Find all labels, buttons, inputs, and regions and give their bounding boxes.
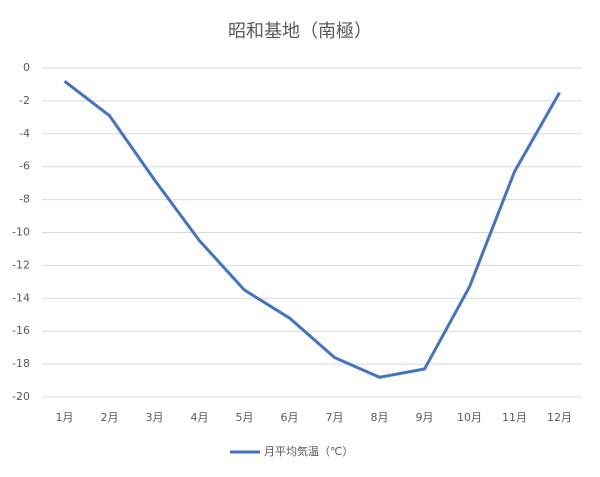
- x-tick-label: 10月: [457, 411, 482, 424]
- y-tick-label: -6: [19, 160, 30, 173]
- chart-title: 昭和基地（南極）: [228, 21, 372, 42]
- x-tick-label: 5月: [236, 411, 254, 424]
- data-line: [63, 79, 561, 379]
- x-tick-label: 6月: [281, 411, 299, 424]
- x-tick-label: 9月: [416, 411, 434, 424]
- y-tick-label: 0: [23, 61, 30, 74]
- y-tick-label: -8: [19, 193, 30, 206]
- x-tick-label: 12月: [547, 411, 572, 424]
- y-tick-label: -12: [12, 258, 30, 271]
- x-tick-label: 11月: [502, 411, 527, 424]
- y-tick-label: -20: [12, 390, 30, 403]
- x-tick-label: 8月: [371, 411, 389, 424]
- y-tick-label: -2: [19, 94, 30, 107]
- y-tick-label: -18: [12, 357, 30, 370]
- x-tick-label: 2月: [101, 411, 119, 424]
- legend-label: 月平均気温（℃）: [264, 444, 353, 458]
- y-tick-label: -4: [19, 127, 30, 140]
- y-tick-label: -16: [12, 324, 30, 337]
- x-tick-label: 3月: [146, 411, 164, 424]
- y-tick-label: -14: [12, 291, 30, 304]
- x-tick-label: 4月: [191, 411, 209, 424]
- x-tick-label: 1月: [56, 411, 74, 424]
- x-tick-label: 7月: [326, 411, 344, 424]
- y-tick-label: -10: [12, 226, 30, 239]
